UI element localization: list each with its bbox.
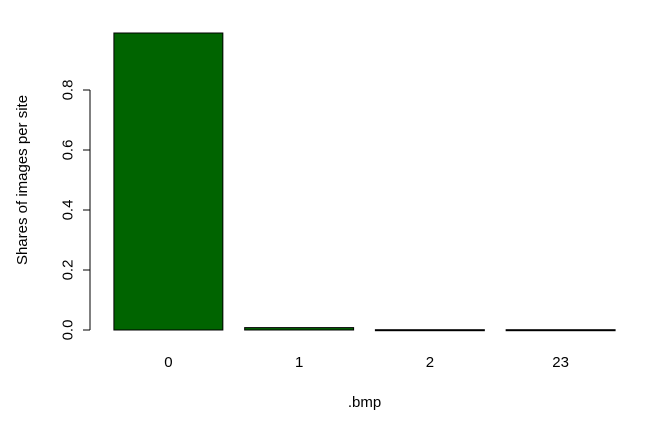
- bar-0: [113, 32, 224, 331]
- y-ticks: 0.0 0.2 0.4 0.6 0.8: [59, 80, 90, 341]
- bar-2: [374, 329, 485, 332]
- bar-23: [505, 329, 616, 332]
- bar-1: [244, 327, 355, 331]
- x-tick-label: 1: [295, 354, 303, 371]
- y-axis-title: Shares of images per site: [14, 95, 31, 265]
- y-tick-label: 0.2: [59, 260, 76, 281]
- x-tick-label: 0: [164, 354, 172, 371]
- x-tick-label: 2: [426, 354, 434, 371]
- y-tick-label: 0.6: [59, 140, 76, 161]
- x-tick-labels: 0 1 2 23: [164, 354, 569, 371]
- x-tick-label: 23: [552, 354, 569, 371]
- y-axis: 0.0 0.2 0.4 0.6 0.8: [59, 80, 91, 341]
- y-tick-label: 0.4: [59, 200, 76, 221]
- bars: [113, 32, 616, 332]
- y-tick-label: 0.8: [59, 80, 76, 101]
- y-tick-label: 0.0: [59, 320, 76, 341]
- x-axis-title: .bmp: [348, 394, 381, 411]
